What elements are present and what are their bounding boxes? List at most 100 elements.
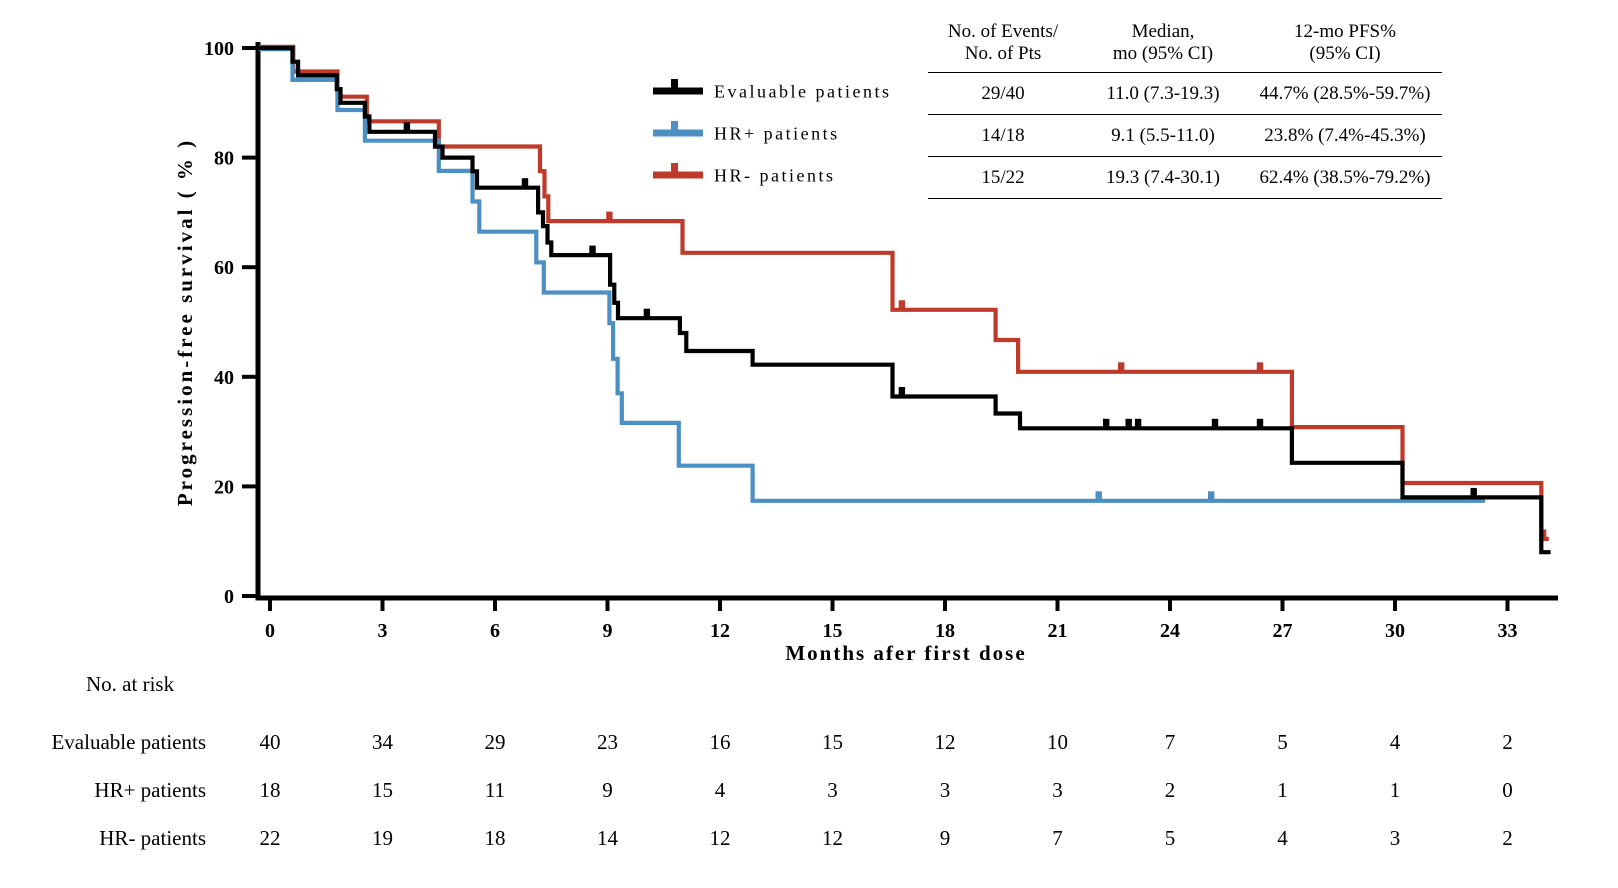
risk-count: 0 — [1502, 778, 1513, 802]
risk-count: 4 — [1277, 826, 1288, 850]
risk-count: 9 — [939, 826, 951, 850]
censor-tick-evaluable — [1211, 418, 1219, 429]
km-curve-hr-plus — [259, 47, 1485, 503]
stats-hr-minus-pfs12: 62.4% (38.5%-79.2%) — [1259, 166, 1431, 188]
censor-tick-evaluable — [898, 387, 906, 397]
risk-row-label-hr-minus: HR- patients — [99, 826, 206, 850]
legend-marker-hr-minus — [653, 163, 703, 179]
censor-tick-evaluable — [1103, 418, 1110, 429]
x-tick-label: 27 — [1273, 620, 1293, 642]
stats-header-events-line2: No. of Pts — [964, 43, 1042, 64]
stats-evaluable-pfs12: 44.7% (28.5%-59.7%) — [1259, 82, 1431, 104]
risk-count: 7 — [1052, 826, 1063, 850]
legend-key-censor-tick — [671, 79, 678, 89]
risk-count: 22 — [259, 826, 281, 850]
censor-tick-evaluable — [589, 245, 596, 256]
risk-count: 14 — [597, 826, 618, 850]
stats-header-pfs12: 12-mo PFS% (95% CI) — [1248, 14, 1442, 72]
x-tick-label: 9 — [603, 620, 613, 642]
risk-count: 40 — [259, 730, 281, 754]
stats-header-events-line1: No. of Events/ — [947, 21, 1059, 42]
stats-row-evaluable: 29/40 11.0 (7.3-19.3) 44.7% (28.5%-59.7%… — [928, 73, 1442, 115]
y-tick-label: 0 — [224, 586, 234, 608]
stats-evaluable-events: 29/40 — [981, 82, 1025, 104]
km-curves — [259, 44, 1551, 555]
risk-count: 1 — [1389, 778, 1401, 802]
risk-count: 12 — [709, 826, 731, 850]
risk-count: 16 — [709, 730, 731, 754]
stats-hr-plus-events: 14/18 — [981, 124, 1025, 146]
stats-table-header-row: No. of Events/ No. of Pts Median, mo (95… — [928, 14, 1442, 73]
y-axis-title: Progression-free survival ( % ) — [173, 138, 197, 506]
stats-header-pfs12-line2: (95% CI) — [1309, 43, 1381, 64]
stats-header-median-line2: mo (95% CI) — [1112, 43, 1214, 64]
x-tick-label: 12 — [710, 620, 730, 642]
censor-tick-evaluable — [521, 178, 529, 189]
km-curve-hr-minus — [259, 44, 1549, 541]
legend-marker-hr-plus — [653, 121, 703, 137]
risk-count: 15 — [822, 730, 843, 754]
risk-count: 19 — [372, 826, 393, 850]
risk-count: 34 — [372, 730, 393, 754]
y-tick-label: 40 — [214, 367, 234, 389]
risk-count: 9 — [602, 778, 613, 802]
stats-hr-minus-median: 19.3 (7.4-30.1) — [1106, 166, 1220, 188]
x-tick-label: 33 — [1498, 620, 1518, 642]
stats-hr-minus-events: 15/22 — [981, 166, 1025, 188]
censor-tick-hr-minus — [606, 211, 613, 222]
no-at-risk-title: No. at risk — [86, 672, 175, 696]
stats-row-hr-minus: 15/22 19.3 (7.4-30.1) 62.4% (38.5%-79.2%… — [928, 157, 1442, 199]
risk-count: 2 — [1164, 778, 1176, 802]
stats-hr-plus-median: 9.1 (5.5-11.0) — [1111, 124, 1215, 146]
y-tick-label: 20 — [214, 476, 234, 498]
y-axis-ticks: 0 20 40 60 80 100 — [204, 38, 258, 608]
risk-count: 3 — [1389, 826, 1401, 850]
risk-count: 10 — [1047, 730, 1068, 754]
y-tick-label: 60 — [214, 257, 234, 279]
x-tick-label: 21 — [1048, 620, 1068, 642]
risk-count: 23 — [597, 730, 618, 754]
legend-markers — [653, 79, 703, 179]
km-curve-evaluable — [259, 45, 1551, 555]
risk-count: 11 — [484, 778, 506, 802]
risk-count: 15 — [372, 778, 393, 802]
censor-tick-hr-plus — [1208, 491, 1215, 502]
km-series-evaluable — [259, 45, 1551, 555]
risk-count: 18 — [484, 826, 506, 850]
risk-count: 5 — [1164, 826, 1176, 850]
stats-header-median: Median, mo (95% CI) — [1078, 14, 1248, 72]
legend-marker-evaluable — [653, 79, 703, 95]
risk-count: 29 — [484, 730, 506, 754]
x-tick-label: 3 — [378, 620, 388, 642]
censor-tick-evaluable — [1256, 418, 1264, 429]
y-tick-label: 80 — [214, 148, 234, 170]
stats-header-median-line1: Median, — [1131, 21, 1195, 42]
stats-header-pfs12-line1: 12-mo PFS% — [1294, 21, 1396, 42]
censor-tick-evaluable — [643, 308, 651, 319]
x-tick-label: 18 — [935, 620, 955, 642]
censor-tick-evaluable — [1470, 487, 1477, 498]
censor-tick-hr-minus — [898, 300, 906, 311]
censor-tick-hr-plus — [1095, 491, 1102, 502]
stats-table: No. of Events/ No. of Pts Median, mo (95… — [928, 14, 1442, 199]
x-tick-label: 24 — [1160, 620, 1180, 642]
risk-count: 3 — [1052, 778, 1063, 802]
km-series-hr-plus — [259, 47, 1485, 503]
x-axis-ticks: 0 3 6 9 12 15 18 21 24 27 30 33 — [265, 598, 1518, 642]
y-tick-label: 100 — [204, 38, 234, 60]
x-axis-title: Months afer first dose — [785, 641, 1026, 665]
x-tick-label: 6 — [490, 620, 500, 642]
censor-tick-hr-minus — [1256, 362, 1264, 373]
risk-count: 2 — [1502, 826, 1513, 850]
risk-count: 3 — [939, 778, 951, 802]
censor-tick-evaluable — [1125, 418, 1132, 429]
risk-count: 1 — [1277, 778, 1288, 802]
km-chart-plot: 0 20 40 60 80 100 0 3 6 9 12 15 18 21 24 27 30 33 Progre… — [173, 38, 1558, 665]
risk-count: 18 — [259, 778, 281, 802]
risk-row-label-hr-plus: HR+ patients — [94, 778, 206, 802]
legend-key-censor-tick — [671, 121, 678, 131]
risk-count: 3 — [827, 778, 838, 802]
risk-row-label-evaluable: Evaluable patients — [51, 730, 206, 754]
censor-tick-evaluable — [403, 122, 411, 133]
